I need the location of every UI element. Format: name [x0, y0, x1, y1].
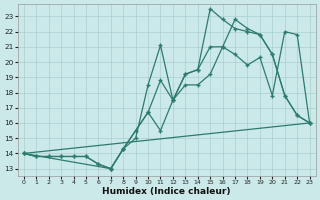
X-axis label: Humidex (Indice chaleur): Humidex (Indice chaleur): [102, 187, 231, 196]
